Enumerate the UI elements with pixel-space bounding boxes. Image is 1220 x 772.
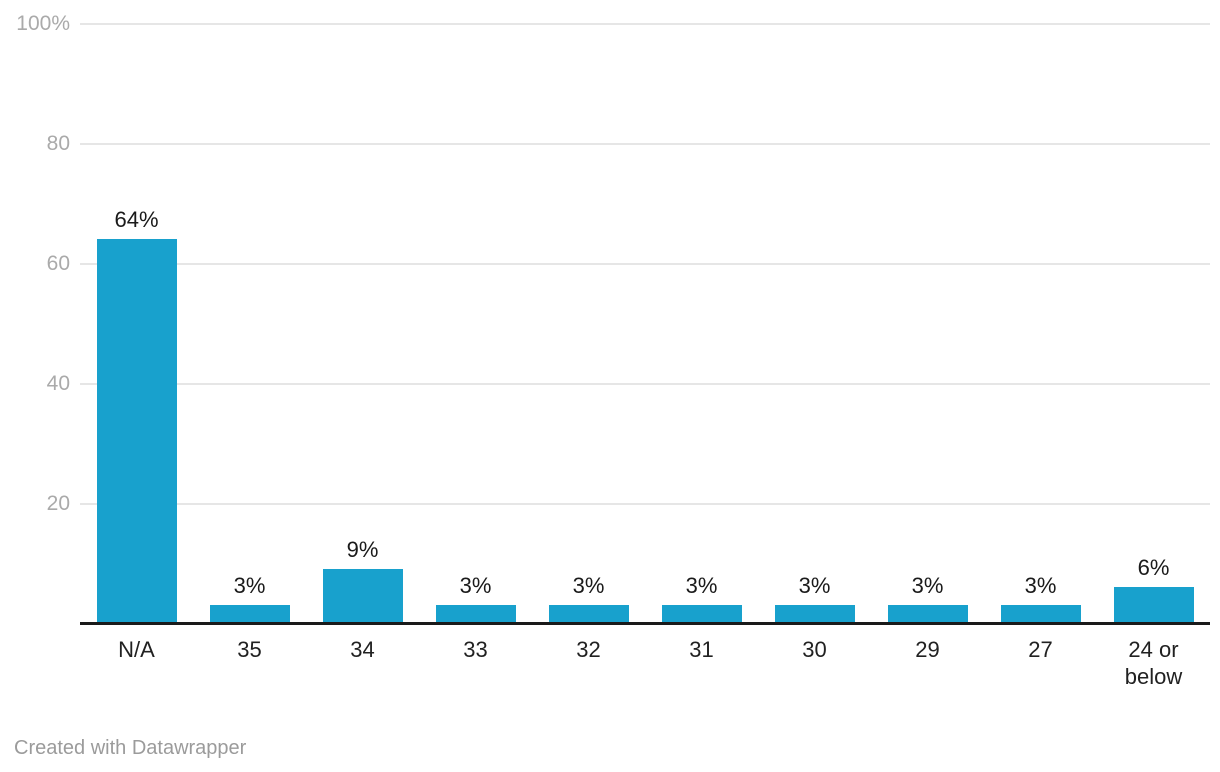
bar [1113, 587, 1194, 623]
bar-value-label: 6% [1137, 555, 1170, 580]
bar-value-label: 64% [114, 207, 159, 232]
x-axis-category-label: 31 [689, 637, 714, 662]
y-axis-tick-label: 60 [46, 252, 70, 275]
bar-value-label: 3% [798, 573, 831, 598]
x-axis-category-label: 24 or below [1124, 637, 1183, 689]
bar [435, 605, 516, 623]
bar-value-label: 3% [685, 573, 718, 598]
bar-value-label: 3% [1024, 573, 1057, 598]
x-axis-category-label: 30 [802, 637, 827, 662]
gridline [80, 263, 1210, 265]
x-axis-category-label: 33 [463, 637, 488, 662]
y-axis-tick-label: 20 [46, 492, 70, 515]
y-axis-tick-label: 80 [46, 132, 70, 155]
bar-value-label: 9% [346, 537, 379, 562]
bar [322, 569, 403, 623]
bar-value-label: 3% [459, 573, 492, 598]
bar [548, 605, 629, 623]
x-axis-category-label: N/A [118, 637, 155, 662]
bar [96, 239, 177, 623]
gridline [80, 383, 1210, 385]
y-axis-tick-label: 100% [16, 12, 70, 35]
x-axis-category-label: 27 [1028, 637, 1053, 662]
bar [887, 605, 968, 623]
bar [209, 605, 290, 623]
x-axis-category-label: 35 [237, 637, 262, 662]
gridline [80, 143, 1210, 145]
x-axis-category-label: 32 [576, 637, 601, 662]
gridline [80, 503, 1210, 505]
bar [661, 605, 742, 623]
datawrapper-attribution-link[interactable]: Created with Datawrapper [14, 737, 247, 759]
bar-value-label: 3% [233, 573, 266, 598]
bar-value-label: 3% [572, 573, 605, 598]
x-axis-line [80, 622, 1210, 625]
y-axis-tick-label: 40 [46, 372, 70, 395]
bar [1000, 605, 1081, 623]
bar [774, 605, 855, 623]
gridline [80, 23, 1210, 25]
x-axis-category-label: 29 [915, 637, 940, 662]
x-axis-category-label: 34 [350, 637, 375, 662]
bar-value-label: 3% [911, 573, 944, 598]
